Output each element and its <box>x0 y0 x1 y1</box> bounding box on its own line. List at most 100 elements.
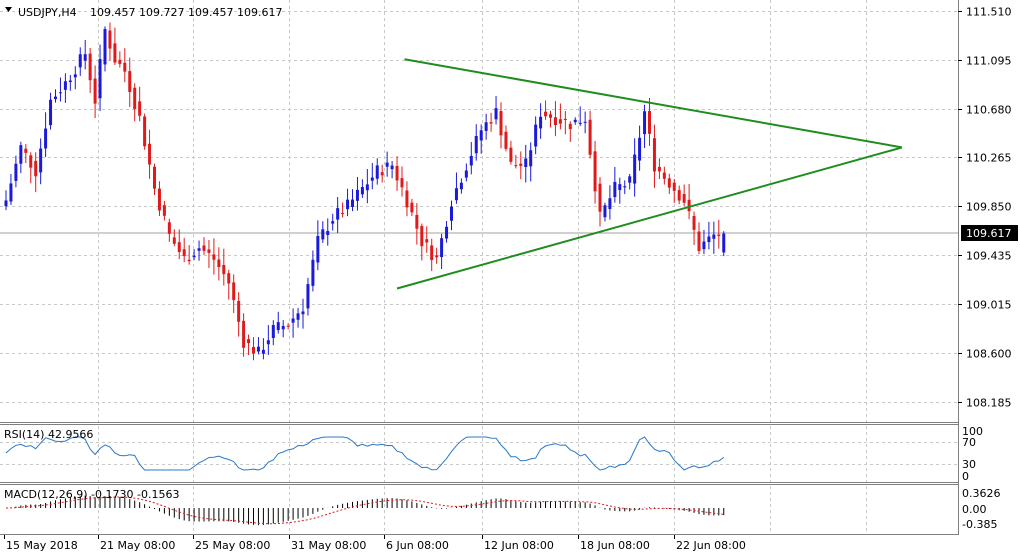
candle <box>360 179 364 198</box>
candle <box>167 218 171 242</box>
candle-body <box>242 320 246 348</box>
candle <box>578 106 582 126</box>
candle <box>697 222 701 255</box>
candle-body <box>331 221 335 224</box>
candle-body <box>266 340 270 345</box>
candlestick-series <box>4 22 726 361</box>
candle-body <box>172 237 176 244</box>
candle <box>83 40 87 70</box>
candle-body <box>558 119 562 124</box>
candle <box>118 51 122 68</box>
candle <box>662 166 666 185</box>
trendline-upper[interactable] <box>404 58 903 149</box>
candle-body <box>212 254 216 260</box>
trendline-lower[interactable] <box>396 146 903 290</box>
candle-body <box>252 346 255 354</box>
candle <box>420 223 424 261</box>
candle-body <box>316 236 320 263</box>
candle-body <box>662 172 666 179</box>
candle-body <box>454 188 458 201</box>
candle <box>157 181 161 216</box>
candle-body <box>672 182 676 191</box>
candle <box>346 188 350 217</box>
candle <box>702 229 706 255</box>
candle <box>410 198 414 216</box>
candle-body <box>182 249 186 257</box>
candle-body <box>9 183 13 202</box>
price-tick-label: 110.680 <box>966 104 1012 117</box>
candle <box>232 274 236 314</box>
candle <box>499 102 503 149</box>
candle-body <box>276 322 280 331</box>
macd-level-zero: 0.00 <box>962 503 987 516</box>
time-tick-label: 6 Jun 08:00 <box>386 539 449 552</box>
candle <box>24 144 28 164</box>
candle-body <box>58 92 62 94</box>
time-tick-label: 15 May 2018 <box>6 539 78 552</box>
candle-body <box>14 163 18 181</box>
candle <box>440 233 444 269</box>
candle-body <box>237 300 241 322</box>
candle-body <box>489 122 493 124</box>
candle <box>351 189 354 212</box>
rsi-title: RSI(14) 42.9566 <box>4 428 93 441</box>
candle-body <box>68 80 72 83</box>
candle-body <box>633 154 637 184</box>
candle <box>524 144 528 183</box>
candle <box>162 200 166 221</box>
rsi-level-70: 70 <box>962 436 976 449</box>
candle <box>553 101 557 137</box>
candle-body <box>44 128 48 149</box>
candle-body <box>667 178 671 188</box>
rsi-level-30: 30 <box>962 458 976 471</box>
macd-panel[interactable] <box>5 495 725 526</box>
candle <box>509 140 513 165</box>
candle-body <box>484 122 488 131</box>
candle-body <box>78 54 82 68</box>
macd-signal-line <box>5 496 724 525</box>
candle-body <box>153 166 156 189</box>
candle-body <box>222 265 226 275</box>
candle-body <box>697 231 701 251</box>
candle <box>390 161 394 179</box>
candle <box>430 238 434 272</box>
candle <box>148 129 152 179</box>
candle <box>573 117 577 125</box>
trendline-group[interactable] <box>396 58 903 290</box>
candle <box>677 185 681 205</box>
candle-body <box>628 176 632 183</box>
candle <box>445 220 449 243</box>
candle <box>316 220 320 271</box>
candle-body <box>410 202 414 213</box>
rsi-panel[interactable] <box>0 436 958 471</box>
candle-body <box>360 187 364 195</box>
candle-body <box>326 230 330 236</box>
candle <box>484 113 488 140</box>
candle-body <box>73 74 77 78</box>
candle-body <box>306 284 310 309</box>
time-tick-label: 31 May 08:00 <box>291 539 366 552</box>
candle <box>286 322 290 330</box>
price-axis[interactable]: 111.510 111.095 110.680 110.265 109.850 109.4… <box>958 6 1012 410</box>
candle <box>643 104 647 148</box>
macd-axis: 0.3626 0.00 -0.385 <box>962 487 1001 531</box>
candle <box>405 181 409 217</box>
price-tick-label: 111.095 <box>966 55 1012 68</box>
current-price-label: 109.617 <box>961 225 1018 241</box>
candle <box>202 237 206 255</box>
candle-body <box>529 150 533 167</box>
candle <box>504 125 508 152</box>
dropdown-triangle-icon[interactable] <box>5 7 12 12</box>
candle <box>672 178 676 203</box>
candle <box>4 190 8 211</box>
candle-body <box>29 155 33 168</box>
candle-body <box>118 59 122 64</box>
candle <box>301 298 305 329</box>
candle <box>722 231 726 257</box>
time-axis[interactable]: 15 May 2018 21 May 08:00 25 May 08:00 31 Ma… <box>4 535 746 552</box>
price-panel[interactable] <box>0 0 958 535</box>
candle <box>266 325 270 356</box>
candle-body <box>138 101 142 116</box>
candle <box>197 240 201 261</box>
